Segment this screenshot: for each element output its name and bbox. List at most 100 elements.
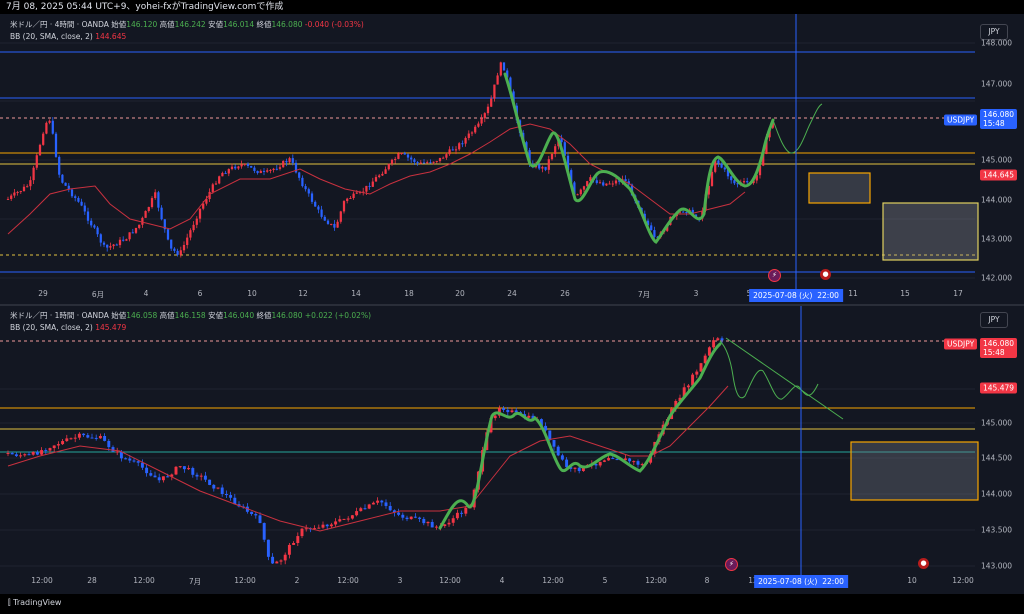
candle-body bbox=[45, 122, 48, 134]
close-label: 終値 bbox=[256, 20, 272, 29]
candle-body bbox=[199, 475, 203, 477]
symbol-label: 米ドル／円 · 4時間 · OANDA bbox=[10, 20, 109, 29]
candle-body bbox=[67, 185, 70, 190]
candle-body bbox=[23, 454, 27, 456]
candle-body bbox=[27, 454, 31, 456]
price-axis-label: 145.000 bbox=[981, 418, 1013, 428]
candle-body bbox=[86, 435, 90, 438]
candle-body bbox=[234, 166, 237, 169]
bb-price-tag: 145.479 bbox=[980, 382, 1018, 394]
candle-body bbox=[374, 177, 378, 182]
candle-body bbox=[334, 521, 338, 525]
tradingview-logo[interactable]: ⫿ TradingView bbox=[8, 598, 62, 607]
candle-body bbox=[40, 450, 44, 455]
economic-event-flag-icon[interactable]: ● bbox=[918, 558, 929, 569]
candle-body bbox=[65, 438, 69, 442]
candle-body bbox=[179, 250, 182, 255]
candle-body bbox=[563, 142, 566, 156]
candle-body bbox=[163, 219, 166, 230]
candle-body bbox=[710, 171, 714, 186]
candle-body bbox=[598, 182, 602, 184]
candle-body bbox=[115, 244, 118, 246]
candle-body bbox=[755, 175, 758, 181]
candle-body bbox=[240, 164, 243, 167]
high-label: 高値 bbox=[159, 20, 175, 29]
candle-body bbox=[556, 446, 560, 456]
candle-body bbox=[138, 224, 141, 228]
candle-body bbox=[320, 209, 323, 217]
candle-body bbox=[301, 177, 304, 187]
candle-body bbox=[413, 516, 417, 518]
time-axis-label: 12:00 bbox=[439, 576, 461, 585]
candle-body bbox=[98, 435, 102, 439]
currency-button[interactable]: JPY bbox=[980, 24, 1008, 40]
last-price-value: 146.080 bbox=[983, 339, 1015, 348]
candle-body bbox=[349, 198, 352, 200]
close-label: 終値 bbox=[256, 311, 272, 320]
candle-body bbox=[445, 154, 448, 158]
candle-body bbox=[44, 450, 48, 452]
candle-body bbox=[22, 186, 26, 192]
event-icon[interactable]: ⚡ bbox=[768, 269, 781, 282]
zone-box-yellow bbox=[882, 202, 979, 261]
candle-body bbox=[58, 156, 61, 175]
candle-body bbox=[285, 161, 288, 163]
candle-body bbox=[122, 239, 125, 241]
candle-body bbox=[134, 227, 138, 233]
candle-body bbox=[514, 410, 518, 413]
legend-bb-4h[interactable]: BB (20, SMA, close, 2) 144.645 bbox=[10, 31, 126, 42]
chart-pane-4h[interactable]: 米ドル／円 · 4時間 · OANDA 始値146.120 高値146.242 … bbox=[0, 14, 1024, 304]
candle-body bbox=[279, 560, 283, 562]
time-axis-cursor-label: 2025-07-08 (火) 22:00 bbox=[754, 575, 848, 588]
event-icon[interactable]: ⚡ bbox=[725, 558, 738, 571]
candle-body bbox=[208, 479, 212, 485]
candle-body bbox=[69, 438, 73, 440]
time-axis-label: 12:00 bbox=[31, 576, 53, 585]
candle-body bbox=[333, 223, 336, 228]
economic-event-flag-icon[interactable]: ● bbox=[820, 269, 831, 280]
candle-body bbox=[90, 220, 93, 226]
candle-body bbox=[490, 98, 493, 107]
candle-body bbox=[400, 153, 403, 155]
currency-button[interactable]: JPY bbox=[980, 312, 1008, 328]
candle-body bbox=[577, 467, 581, 472]
candle-body bbox=[77, 197, 80, 202]
candle-body bbox=[359, 508, 363, 512]
bb-indicator-label[interactable]: BB (20, SMA, close, 2) bbox=[10, 323, 93, 332]
bb-indicator-label[interactable]: BB (20, SMA, close, 2) bbox=[10, 32, 93, 41]
candle-body bbox=[367, 504, 371, 509]
candle-body bbox=[52, 445, 56, 449]
candles-4h bbox=[6, 61, 774, 258]
candle-body bbox=[380, 500, 384, 503]
candle-body bbox=[103, 435, 107, 441]
candle-body bbox=[93, 225, 96, 228]
candle-body bbox=[14, 454, 18, 457]
candle-body bbox=[342, 201, 346, 212]
candle-body bbox=[573, 467, 577, 469]
candle-body bbox=[296, 536, 300, 544]
candle-body bbox=[608, 183, 611, 185]
chart-canvas-4h[interactable] bbox=[0, 14, 1024, 304]
bollinger-basis-4h bbox=[7, 123, 746, 235]
candle-body bbox=[410, 157, 413, 160]
candle-body bbox=[355, 511, 359, 516]
price-axis-label: 144.000 bbox=[981, 195, 1013, 205]
candle-body bbox=[10, 452, 14, 455]
candle-body bbox=[51, 120, 54, 134]
candle-body bbox=[554, 146, 557, 154]
chart-pane-1h[interactable]: 米ドル／円 · 1時間 · OANDA 始値146.058 高値146.158 … bbox=[0, 306, 1024, 594]
candle-body bbox=[636, 461, 640, 465]
legend-ohlc-4h: 米ドル／円 · 4時間 · OANDA 始値146.120 高値146.242 … bbox=[10, 19, 364, 30]
candle-body bbox=[368, 185, 371, 187]
candle-body bbox=[582, 186, 586, 190]
legend-bb-1h[interactable]: BB (20, SMA, close, 2) 145.479 bbox=[10, 322, 126, 333]
candle-body bbox=[54, 133, 58, 157]
pane-separator[interactable] bbox=[0, 304, 1024, 306]
chart-canvas-1h[interactable] bbox=[0, 306, 1024, 594]
candle-body bbox=[614, 180, 618, 184]
candle-body bbox=[611, 183, 614, 185]
candle-body bbox=[506, 409, 510, 413]
candle-body bbox=[594, 463, 598, 466]
candle-body bbox=[211, 184, 214, 192]
candle-body bbox=[287, 544, 291, 555]
